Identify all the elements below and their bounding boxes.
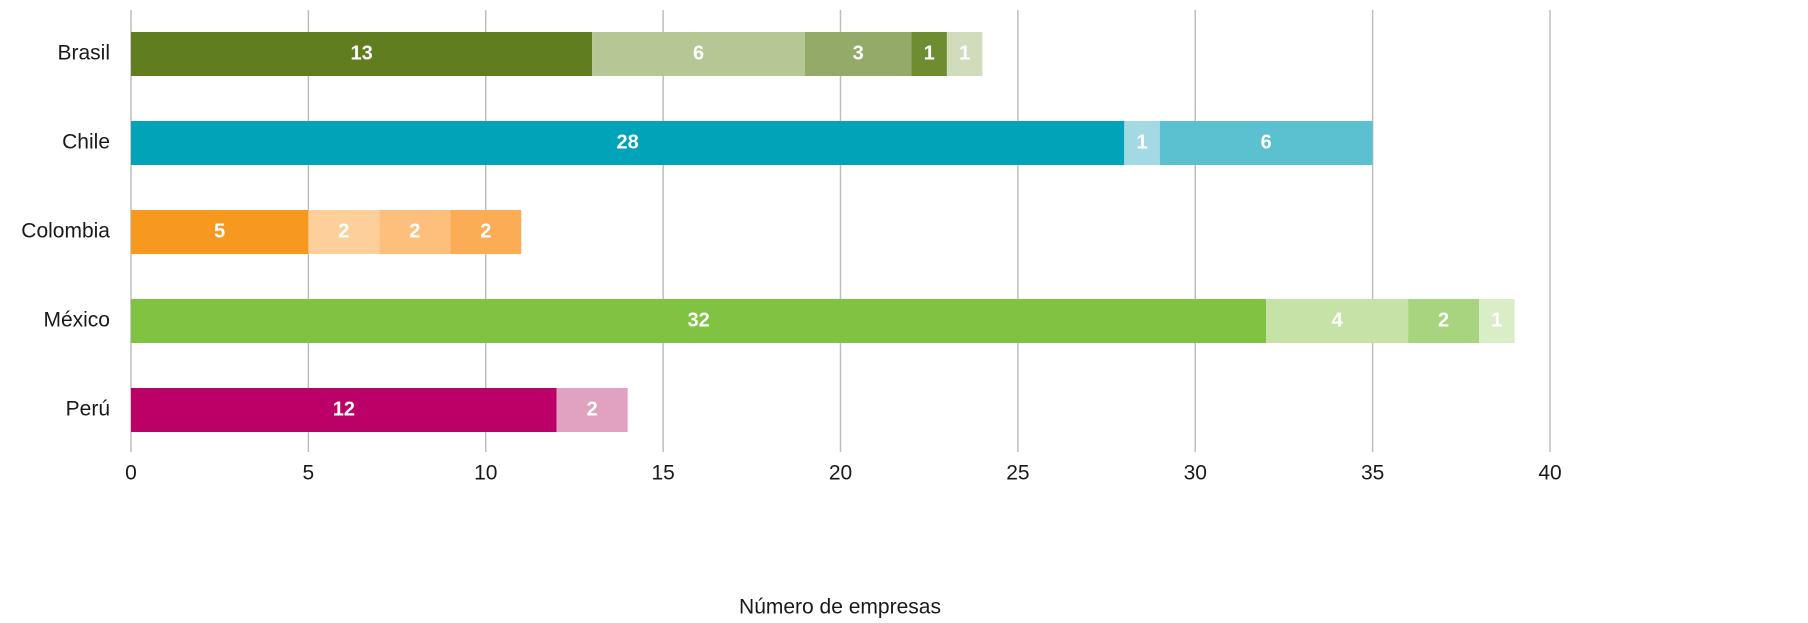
- x-tick-label: 10: [474, 462, 497, 485]
- value-label: 4: [1332, 309, 1344, 331]
- value-label: 3: [853, 42, 864, 64]
- bar-segment: [131, 121, 1125, 165]
- y-tick-label: Colombia: [21, 220, 110, 243]
- bar-segment: [592, 32, 806, 76]
- value-label: 6: [693, 42, 704, 64]
- value-label: 2: [1438, 309, 1449, 331]
- bar-segment: [379, 210, 451, 254]
- value-label: 28: [617, 131, 639, 153]
- bar-segment: [308, 210, 380, 254]
- value-label: 2: [587, 398, 598, 420]
- x-tick-label: 5: [303, 462, 315, 485]
- value-label: 32: [687, 309, 709, 331]
- value-label: 1: [1491, 309, 1502, 331]
- value-label: 2: [338, 220, 349, 242]
- x-tick-label: 40: [1538, 462, 1561, 485]
- x-tick-label: 0: [125, 462, 137, 485]
- bar-segment: [450, 210, 522, 254]
- bar-segment: [131, 299, 1267, 343]
- bar-segment: [131, 210, 309, 254]
- value-label: 2: [480, 220, 491, 242]
- value-label: 13: [350, 42, 372, 64]
- bar-segment: [131, 388, 557, 432]
- x-tick-label: 30: [1184, 462, 1207, 485]
- bar-segment: [1124, 121, 1160, 165]
- value-label: 1: [924, 42, 935, 64]
- bar-segment: [946, 32, 983, 76]
- value-label: 1: [1136, 131, 1147, 153]
- bar-segment: [1266, 299, 1409, 343]
- value-label: 2: [409, 220, 420, 242]
- x-tick-label: 20: [829, 462, 852, 485]
- x-tick-label: 15: [651, 462, 674, 485]
- x-tick-label: 35: [1361, 462, 1384, 485]
- x-tick-label: 25: [1006, 462, 1029, 485]
- bar-segment: [131, 32, 593, 76]
- bar-segment: [911, 32, 947, 76]
- y-tick-label: México: [43, 309, 110, 332]
- value-label: 5: [214, 220, 225, 242]
- x-axis-title: Número de empresas: [739, 596, 941, 619]
- bar-segment: [1408, 299, 1480, 343]
- value-label: 6: [1261, 131, 1272, 153]
- y-tick-label: Chile: [62, 131, 110, 154]
- y-tick-label: Brasil: [57, 42, 110, 65]
- bar-segment: [805, 32, 912, 76]
- bar-segment: [1159, 121, 1373, 165]
- bar-segment: [1479, 299, 1515, 343]
- y-tick-label: Perú: [66, 398, 110, 421]
- bar-segment: [556, 388, 628, 432]
- value-label: 1: [959, 42, 970, 64]
- value-label: 12: [333, 398, 355, 420]
